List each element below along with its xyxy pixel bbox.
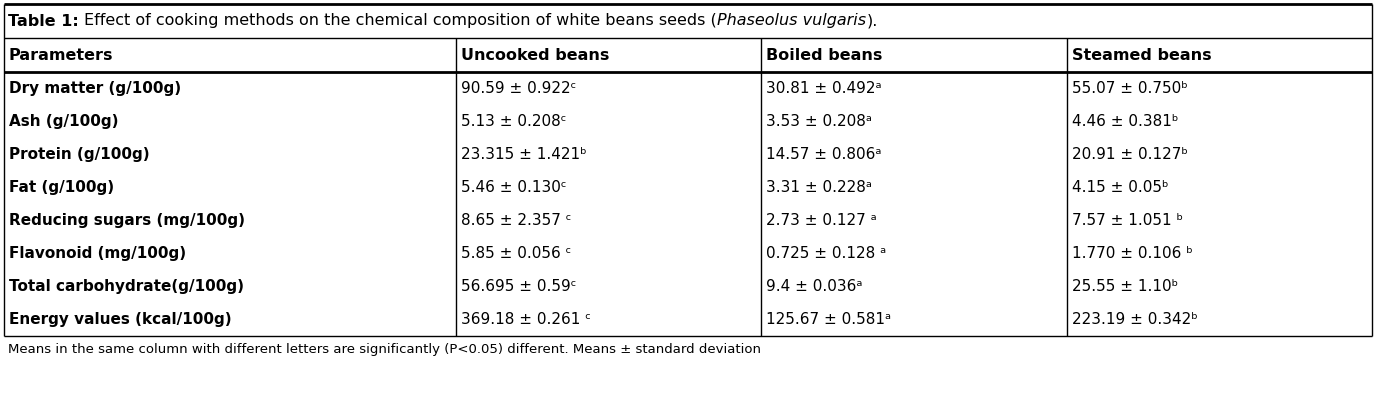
- Text: 3.31 ± 0.228ᵃ: 3.31 ± 0.228ᵃ: [766, 180, 872, 195]
- Text: Parameters: Parameters: [10, 47, 113, 62]
- Text: 5.46 ± 0.130ᶜ: 5.46 ± 0.130ᶜ: [461, 180, 567, 195]
- Text: Energy values (kcal/100g): Energy values (kcal/100g): [10, 312, 231, 327]
- Text: 25.55 ± 1.10ᵇ: 25.55 ± 1.10ᵇ: [1072, 279, 1178, 294]
- Text: Phaseolus vulgaris: Phaseolus vulgaris: [717, 14, 867, 29]
- Text: 5.13 ± 0.208ᶜ: 5.13 ± 0.208ᶜ: [461, 114, 567, 129]
- Text: 55.07 ± 0.750ᵇ: 55.07 ± 0.750ᵇ: [1072, 81, 1187, 96]
- Text: Steamed beans: Steamed beans: [1072, 47, 1211, 62]
- Text: Dry matter (g/100g): Dry matter (g/100g): [10, 81, 182, 96]
- Text: Ash (g/100g): Ash (g/100g): [10, 114, 118, 129]
- Text: Effect of cooking methods on the chemical composition of white beans seeds (: Effect of cooking methods on the chemica…: [84, 14, 717, 29]
- Text: 90.59 ± 0.922ᶜ: 90.59 ± 0.922ᶜ: [461, 81, 577, 96]
- Text: 23.315 ± 1.421ᵇ: 23.315 ± 1.421ᵇ: [461, 147, 588, 162]
- Text: 5.85 ± 0.056 ᶜ: 5.85 ± 0.056 ᶜ: [461, 246, 571, 261]
- Text: 1.770 ± 0.106 ᵇ: 1.770 ± 0.106 ᵇ: [1072, 246, 1193, 261]
- Text: Uncooked beans: Uncooked beans: [461, 47, 610, 62]
- Text: Total carbohydrate(g/100g): Total carbohydrate(g/100g): [10, 279, 244, 294]
- Text: ).: ).: [867, 14, 878, 29]
- Text: 14.57 ± 0.806ᵃ: 14.57 ± 0.806ᵃ: [766, 147, 882, 162]
- Text: 3.53 ± 0.208ᵃ: 3.53 ± 0.208ᵃ: [766, 114, 872, 129]
- Text: 4.15 ± 0.05ᵇ: 4.15 ± 0.05ᵇ: [1072, 180, 1168, 195]
- Text: 223.19 ± 0.342ᵇ: 223.19 ± 0.342ᵇ: [1072, 312, 1197, 327]
- Text: Protein (g/100g): Protein (g/100g): [10, 147, 150, 162]
- Text: 7.57 ± 1.051 ᵇ: 7.57 ± 1.051 ᵇ: [1072, 213, 1183, 228]
- Text: Fat (g/100g): Fat (g/100g): [10, 180, 114, 195]
- Text: Reducing sugars (mg/100g): Reducing sugars (mg/100g): [10, 213, 245, 228]
- Text: 56.695 ± 0.59ᶜ: 56.695 ± 0.59ᶜ: [461, 279, 577, 294]
- Text: 30.81 ± 0.492ᵃ: 30.81 ± 0.492ᵃ: [766, 81, 882, 96]
- Text: 9.4 ± 0.036ᵃ: 9.4 ± 0.036ᵃ: [766, 279, 863, 294]
- Text: Table 1:: Table 1:: [8, 14, 84, 29]
- Text: 2.73 ± 0.127 ᵃ: 2.73 ± 0.127 ᵃ: [766, 213, 878, 228]
- Text: 0.725 ± 0.128 ᵃ: 0.725 ± 0.128 ᵃ: [766, 246, 886, 261]
- Text: 125.67 ± 0.581ᵃ: 125.67 ± 0.581ᵃ: [766, 312, 892, 327]
- Text: Flavonoid (mg/100g): Flavonoid (mg/100g): [10, 246, 186, 261]
- Text: 4.46 ± 0.381ᵇ: 4.46 ± 0.381ᵇ: [1072, 114, 1178, 129]
- Text: 20.91 ± 0.127ᵇ: 20.91 ± 0.127ᵇ: [1072, 147, 1187, 162]
- Text: Means in the same column with different letters are significantly (P<0.05) diffe: Means in the same column with different …: [8, 343, 761, 357]
- Text: 8.65 ± 2.357 ᶜ: 8.65 ± 2.357 ᶜ: [461, 213, 571, 228]
- Text: 369.18 ± 0.261 ᶜ: 369.18 ± 0.261 ᶜ: [461, 312, 592, 327]
- Text: Boiled beans: Boiled beans: [766, 47, 883, 62]
